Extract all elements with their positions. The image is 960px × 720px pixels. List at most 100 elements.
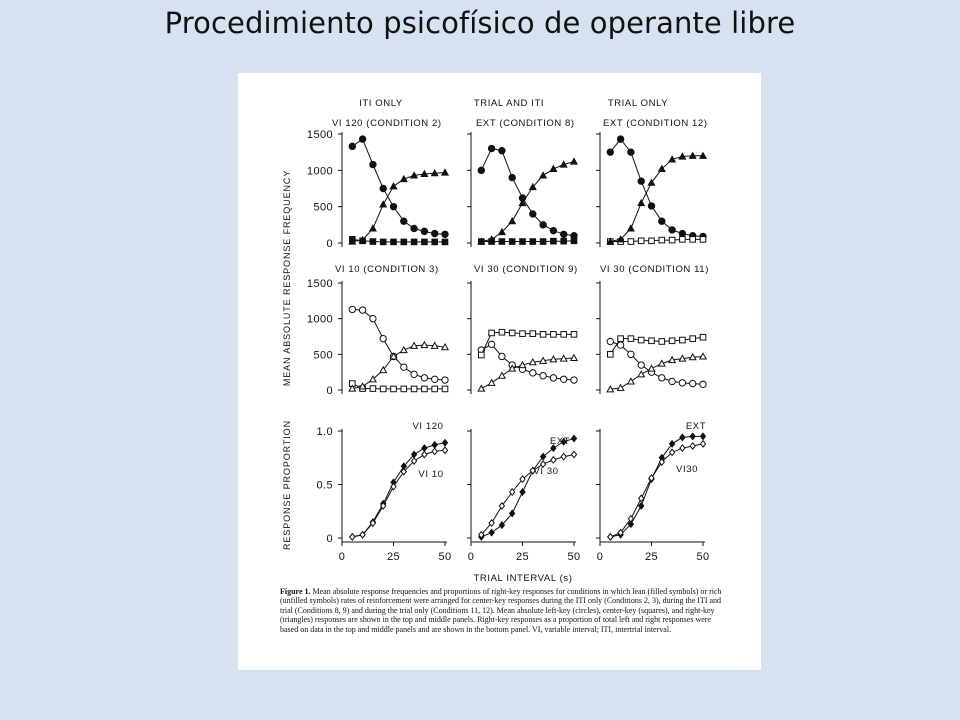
- data-point: [400, 363, 408, 371]
- data-point: [668, 377, 676, 386]
- data-point: [368, 375, 377, 383]
- data-point: [441, 446, 449, 455]
- data-point: [678, 354, 687, 362]
- data-point: [477, 166, 486, 175]
- data-point: [430, 341, 439, 349]
- panel-title: TRIAL AND ITI: [474, 98, 544, 109]
- series-line: [352, 238, 445, 243]
- data-point: [679, 236, 686, 243]
- y-axis-title-frequency: MEAN ABSOLUTE RESPONSE FREQUENCY: [282, 170, 292, 386]
- data-point: [550, 331, 557, 338]
- data-point: [431, 447, 438, 456]
- data-point: [488, 528, 495, 537]
- data-point: [689, 432, 696, 441]
- x-tick-label: 25: [387, 551, 400, 563]
- data-point: [648, 474, 655, 483]
- caption-lead: Figure 1.: [280, 587, 311, 596]
- data-point: [400, 385, 408, 393]
- series-label: VI 10: [418, 469, 443, 480]
- data-point: [497, 371, 506, 379]
- data-point: [441, 385, 449, 393]
- data-point: [668, 337, 676, 345]
- x-tick-label: 50: [696, 551, 709, 563]
- data-point: [497, 227, 506, 236]
- series-line: [481, 161, 575, 242]
- data-point: [658, 338, 666, 345]
- data-point: [657, 164, 666, 172]
- data-point: [368, 224, 377, 232]
- data-point: [647, 178, 656, 186]
- series-line: [609, 138, 704, 237]
- data-point: [379, 365, 388, 374]
- data-point: [508, 173, 516, 182]
- data-point: [698, 352, 708, 360]
- data-point: [358, 382, 367, 390]
- data-point: [488, 519, 495, 528]
- x-axis-title: TRIAL INTERVAL (s): [474, 573, 573, 584]
- y-tick-label: 0: [326, 238, 333, 250]
- data-point: [410, 238, 418, 246]
- x-tick-label: 0: [597, 551, 604, 563]
- x-tick-label: 50: [438, 551, 451, 563]
- data-point: [606, 237, 615, 245]
- data-point: [349, 532, 356, 541]
- data-point: [699, 236, 707, 243]
- data-point: [606, 148, 614, 156]
- panel-title: EXT (CONDITION 12): [603, 118, 708, 129]
- data-point: [607, 351, 614, 358]
- data-point: [627, 148, 635, 156]
- data-point: [379, 238, 387, 246]
- data-point: [549, 226, 558, 235]
- data-point: [348, 237, 357, 245]
- data-point: [569, 353, 579, 361]
- data-point: [668, 439, 676, 448]
- panel-title: VI 30 (CONDITION 9): [474, 264, 578, 275]
- data-point: [678, 229, 687, 238]
- data-point: [637, 494, 645, 503]
- data-point: [616, 235, 625, 243]
- data-point: [519, 330, 526, 337]
- data-point: [698, 151, 708, 159]
- series-line: [352, 308, 446, 381]
- data-point: [440, 168, 450, 176]
- data-point: [431, 238, 438, 246]
- data-point: [529, 330, 537, 337]
- slide-title: Procedimiento psicofísico de operante li…: [164, 6, 796, 40]
- data-point: [399, 174, 408, 183]
- data-point: [627, 520, 635, 529]
- data-point: [410, 456, 418, 465]
- series-line: [610, 443, 704, 538]
- data-point: [440, 342, 450, 351]
- data-point: [549, 374, 558, 382]
- data-point: [688, 151, 697, 159]
- data-point: [389, 182, 398, 190]
- data-point: [570, 237, 578, 245]
- data-point: [616, 383, 625, 391]
- data-point: [570, 376, 578, 384]
- data-point: [637, 370, 646, 378]
- data-point: [420, 374, 429, 382]
- series-line: [480, 147, 575, 237]
- data-point: [487, 340, 496, 349]
- data-point: [410, 385, 418, 393]
- data-point: [549, 355, 558, 363]
- data-point: [369, 238, 377, 245]
- data-point: [648, 237, 655, 245]
- panel-title: VI 10 (CONDITION 3): [335, 264, 439, 275]
- series-label: VI30: [676, 464, 698, 475]
- data-point: [606, 385, 615, 393]
- data-point: [410, 224, 418, 233]
- data-point: [570, 434, 578, 443]
- series-line: [352, 442, 446, 538]
- data-point: [390, 482, 397, 491]
- x-tick-label: 0: [339, 551, 346, 563]
- caption-text: Mean absolute response frequencies and p…: [280, 587, 722, 634]
- data-point: [379, 501, 387, 510]
- series-line: [610, 238, 703, 242]
- data-point: [699, 432, 707, 441]
- data-point: [519, 475, 526, 484]
- data-point: [658, 458, 666, 467]
- data-point: [529, 466, 537, 475]
- series-line: [352, 138, 446, 235]
- series-line: [610, 356, 704, 390]
